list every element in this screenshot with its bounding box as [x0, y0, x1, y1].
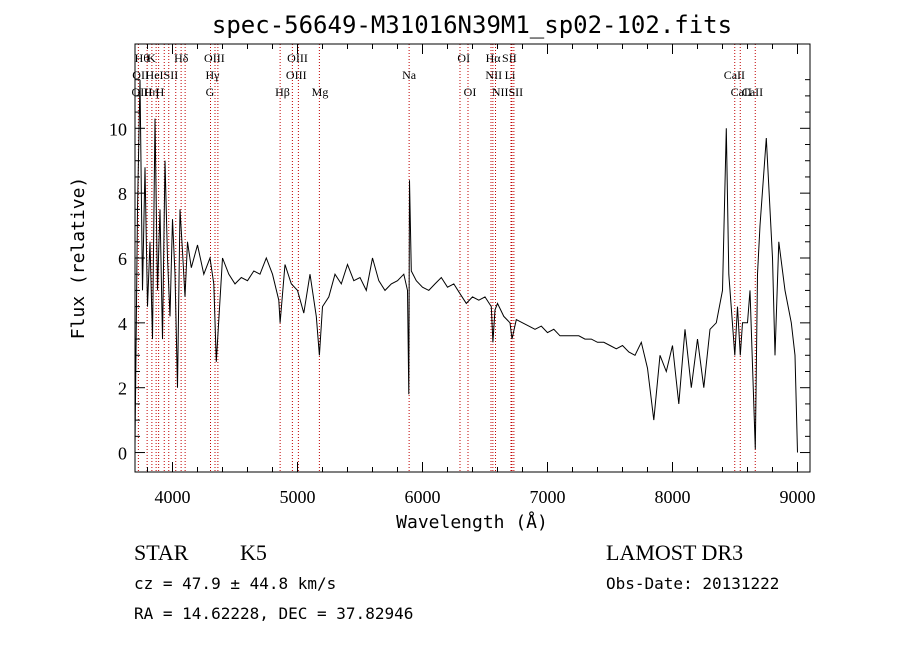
survey-name: LAMOST DR3	[606, 540, 743, 565]
y-tick-label: 4	[118, 314, 127, 334]
y-axis: 0 2 4 6 8 10	[109, 79, 810, 464]
object-class: STAR	[134, 540, 189, 565]
marker-label: NII	[485, 68, 502, 82]
coords-text: RA = 14.62228, DEC = 37.82946	[134, 604, 413, 623]
spectrum-line	[134, 79, 798, 453]
x-tick-label: 4000	[155, 487, 191, 507]
x-axis: 4000 5000 6000 7000 8000 9000	[147, 44, 816, 507]
y-tick-label: 0	[118, 444, 127, 464]
marker-label: G	[206, 85, 215, 99]
marker-label: Hδ	[174, 51, 189, 65]
y-tick-label: 10	[109, 119, 127, 139]
marker-label: SII	[502, 51, 517, 65]
marker-label: Hβ	[275, 85, 290, 99]
marker-label: OIII	[286, 68, 307, 82]
y-tick-label: 8	[118, 184, 127, 204]
x-tick-label: 7000	[530, 487, 566, 507]
marker-label: CaII	[731, 85, 752, 99]
marker-label: Li	[505, 68, 516, 82]
x-tick-label: 5000	[280, 487, 316, 507]
marker-label: CaII	[724, 68, 745, 82]
marker-label: OI	[457, 51, 470, 65]
marker-label: Hα	[486, 51, 502, 65]
marker-label: OI	[464, 85, 477, 99]
y-tick-label: 6	[118, 249, 127, 269]
marker-label: OIII	[204, 51, 225, 65]
x-tick-label: 8000	[655, 487, 691, 507]
obs-date: Obs-Date: 20131222	[606, 574, 779, 593]
plot-frame	[134, 43, 811, 473]
x-tick-label: 6000	[405, 487, 441, 507]
y-axis-label: Flux (relative)	[68, 177, 89, 340]
marker-label: Na	[402, 68, 417, 82]
y-tick-label: 2	[118, 379, 127, 399]
marker-label: K	[147, 51, 156, 65]
marker-label: Mg	[312, 85, 329, 99]
marker-label: Hγ	[206, 68, 221, 82]
marker-label: CaII	[742, 85, 763, 99]
marker-label: OII	[132, 68, 149, 82]
marker-label: Hη	[144, 85, 159, 99]
redshift-text: cz = 47.9 ± 44.8 km/s	[134, 574, 336, 593]
marker-lines	[137, 44, 756, 472]
x-tick-label: 9000	[780, 487, 816, 507]
object-subclass: K5	[240, 540, 267, 565]
marker-label: NIISII	[492, 85, 523, 99]
marker-label: HeISII	[146, 68, 179, 82]
marker-label: OIII	[287, 51, 308, 65]
marker-label: H	[156, 85, 165, 99]
x-axis-label: Wavelength (Å)	[396, 511, 548, 533]
chart-title: spec-56649-M31016N39M1_sp02-102.fits	[212, 11, 732, 39]
marker-label: Hθ	[135, 51, 150, 65]
